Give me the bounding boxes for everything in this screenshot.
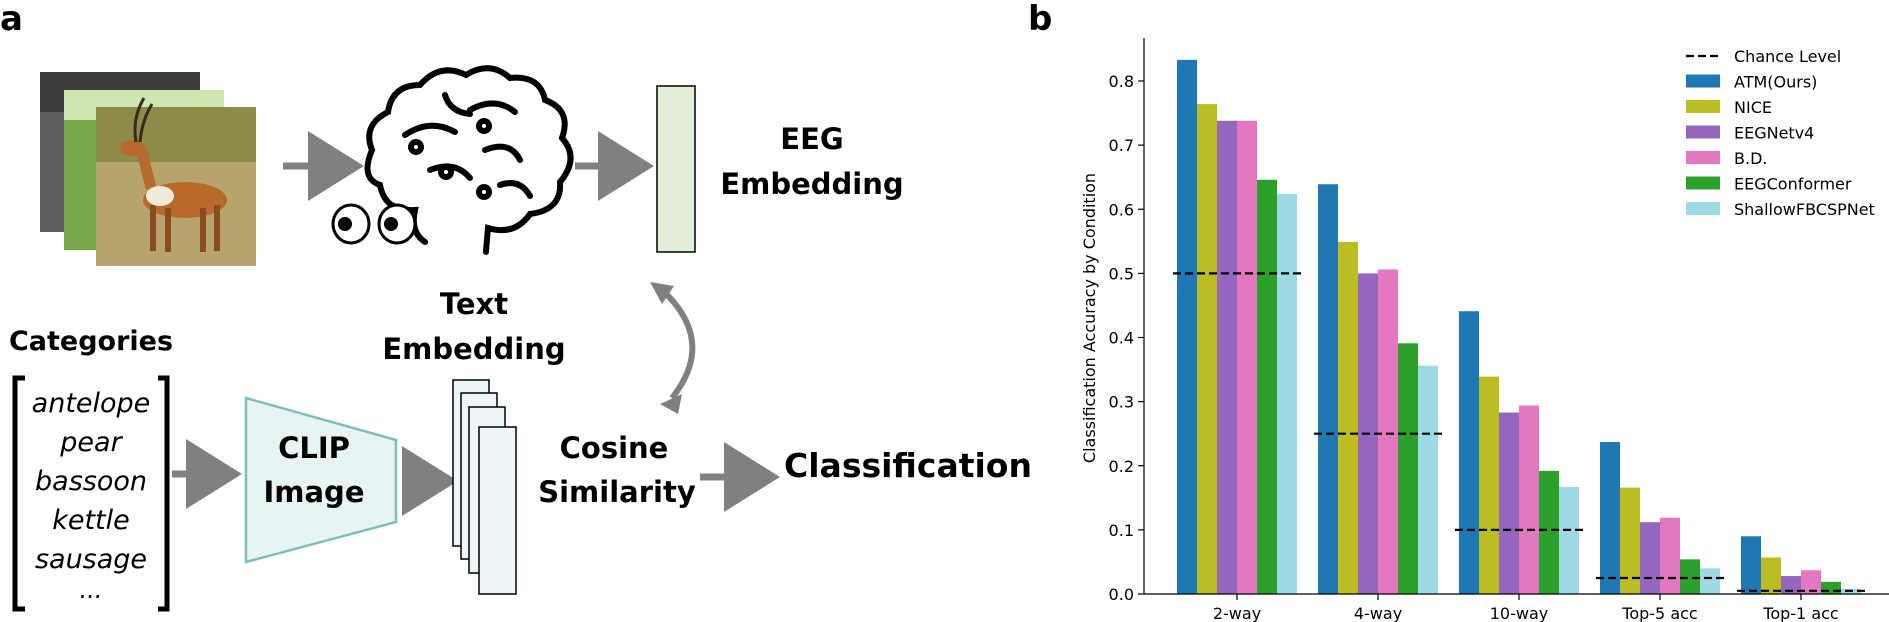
y-tick-label: 0.1 (1109, 521, 1134, 540)
bar (1539, 470, 1559, 594)
bar (1459, 311, 1479, 594)
panel-b: b Classification Accuracy by Condition 0… (1028, 0, 1889, 622)
eeg-embedding-label-line1: EEG (780, 122, 843, 156)
categories-title: Categories (9, 326, 173, 357)
y-axis-label: Classification Accuracy by Condition (1080, 173, 1099, 463)
legend-swatch (1686, 176, 1720, 190)
legend-label: B.D. (1734, 149, 1767, 168)
y-axis: 0.0 0.1 0.2 0.3 0.4 0.5 0.6 0.7 0.8 (1109, 72, 1144, 604)
bar (1600, 442, 1620, 594)
bar (1801, 570, 1821, 594)
y-tick-label: 0.4 (1109, 329, 1134, 348)
legend: Chance Level ATM(Ours) NICE EEGNetv4 B.D. EEG… (1686, 47, 1875, 219)
bar (1197, 104, 1217, 595)
categories-left-bracket (12, 375, 25, 612)
category-item: pear (59, 427, 123, 458)
legend-swatch (1686, 125, 1720, 139)
y-tick-label: 0.3 (1109, 393, 1134, 412)
x-tick-label: 2-way (1213, 604, 1261, 622)
bar (1499, 412, 1519, 594)
cosine-similarity-label-line2: Similarity (538, 475, 696, 509)
bar (1519, 405, 1539, 594)
legend-label: ATM(Ours) (1734, 73, 1817, 92)
category-item: sausage (35, 544, 147, 575)
text-embedding-stack (452, 379, 517, 595)
bars (1177, 59, 1861, 595)
eeg-embedding-label-line2: Embedding (720, 167, 903, 201)
legend-swatch (1686, 74, 1720, 88)
bar (1217, 120, 1237, 594)
bar (1660, 517, 1680, 594)
chance-level-lines (1173, 272, 1869, 592)
bar (1277, 193, 1297, 595)
text-embedding-label-line2: Embedding (382, 332, 565, 366)
legend-label: EEGNetv4 (1734, 124, 1814, 143)
y-tick-label: 0.5 (1109, 264, 1134, 283)
classification-label: Classification (784, 446, 1032, 485)
x-tick-label: Top-1 acc (1762, 604, 1838, 622)
bar (1761, 557, 1781, 594)
stimulus-images (40, 72, 256, 266)
x-tick-label: Top-5 acc (1621, 604, 1697, 622)
category-item: kettle (52, 505, 130, 536)
y-tick-label: 0.6 (1109, 200, 1134, 219)
bar (1620, 487, 1640, 594)
bar (1318, 184, 1338, 594)
clip-encoder-shape (244, 396, 398, 564)
legend-label: Chance Level (1734, 47, 1841, 66)
x-tick-label: 10-way (1490, 604, 1549, 622)
bar (1398, 343, 1418, 594)
antelope-icon (120, 97, 227, 252)
bar (1257, 179, 1277, 594)
legend-swatch (1686, 100, 1720, 113)
bar (1640, 522, 1660, 594)
categories-right-bracket (158, 375, 170, 612)
text-embedding-label-line1: Text (440, 287, 508, 321)
x-tick-label: 4-way (1354, 604, 1402, 622)
bar (1821, 581, 1841, 594)
legend-label: ShallowFBCSPNet (1734, 200, 1875, 219)
y-tick-label: 0.2 (1109, 457, 1134, 476)
category-item: bassoon (35, 466, 147, 497)
bar (1680, 559, 1700, 594)
double-arrow-icon (650, 282, 696, 414)
legend-swatch (1686, 202, 1720, 215)
panel-b-letter: b (1028, 0, 1052, 39)
y-tick-label: 0.8 (1109, 72, 1134, 91)
stimulus-image-front-bg (96, 107, 256, 162)
legend-swatch (1686, 151, 1720, 164)
x-axis: 2-way 4-way 10-way Top-5 acc Top-1 acc (1213, 594, 1839, 622)
eyes-icon (331, 203, 417, 245)
category-item: ... (80, 576, 103, 604)
cosine-similarity-label-line1: Cosine (560, 431, 669, 465)
panel-a: a (0, 0, 1032, 612)
bar (1237, 120, 1257, 594)
legend-label: EEGConformer (1734, 175, 1852, 194)
panel-a-letter: a (0, 0, 23, 39)
legend-label: NICE (1734, 98, 1772, 117)
clip-label-line2: Image (263, 475, 364, 509)
bar (1559, 486, 1579, 594)
bar (1418, 365, 1438, 594)
bar (1177, 59, 1197, 595)
bar (1700, 568, 1720, 594)
y-tick-label: 0.7 (1109, 136, 1134, 155)
y-tick-label: 0.0 (1109, 585, 1134, 604)
brain-icon (364, 65, 574, 255)
bar (1338, 241, 1358, 595)
bar (1741, 536, 1761, 594)
category-item: antelope (32, 388, 151, 419)
bar (1781, 576, 1801, 594)
bar (1479, 376, 1499, 594)
clip-label-line1: CLIP (278, 431, 350, 465)
eeg-embedding-box (656, 85, 696, 253)
bar (1378, 269, 1398, 594)
